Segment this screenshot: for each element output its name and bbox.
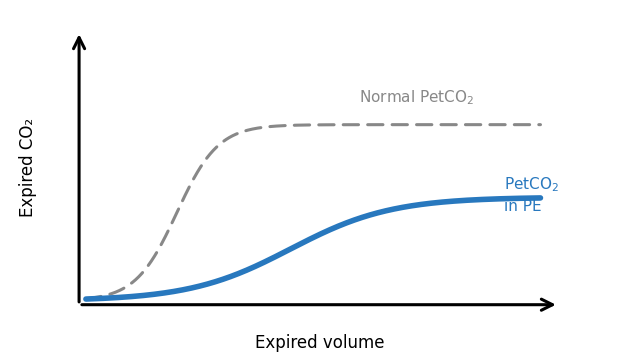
Text: Normal PetCO$_2$: Normal PetCO$_2$ [358, 88, 474, 107]
Text: Expired volume: Expired volume [255, 334, 385, 352]
Text: Expired CO₂: Expired CO₂ [19, 118, 37, 217]
Text: PetCO$_2$
in PE: PetCO$_2$ in PE [504, 175, 559, 214]
